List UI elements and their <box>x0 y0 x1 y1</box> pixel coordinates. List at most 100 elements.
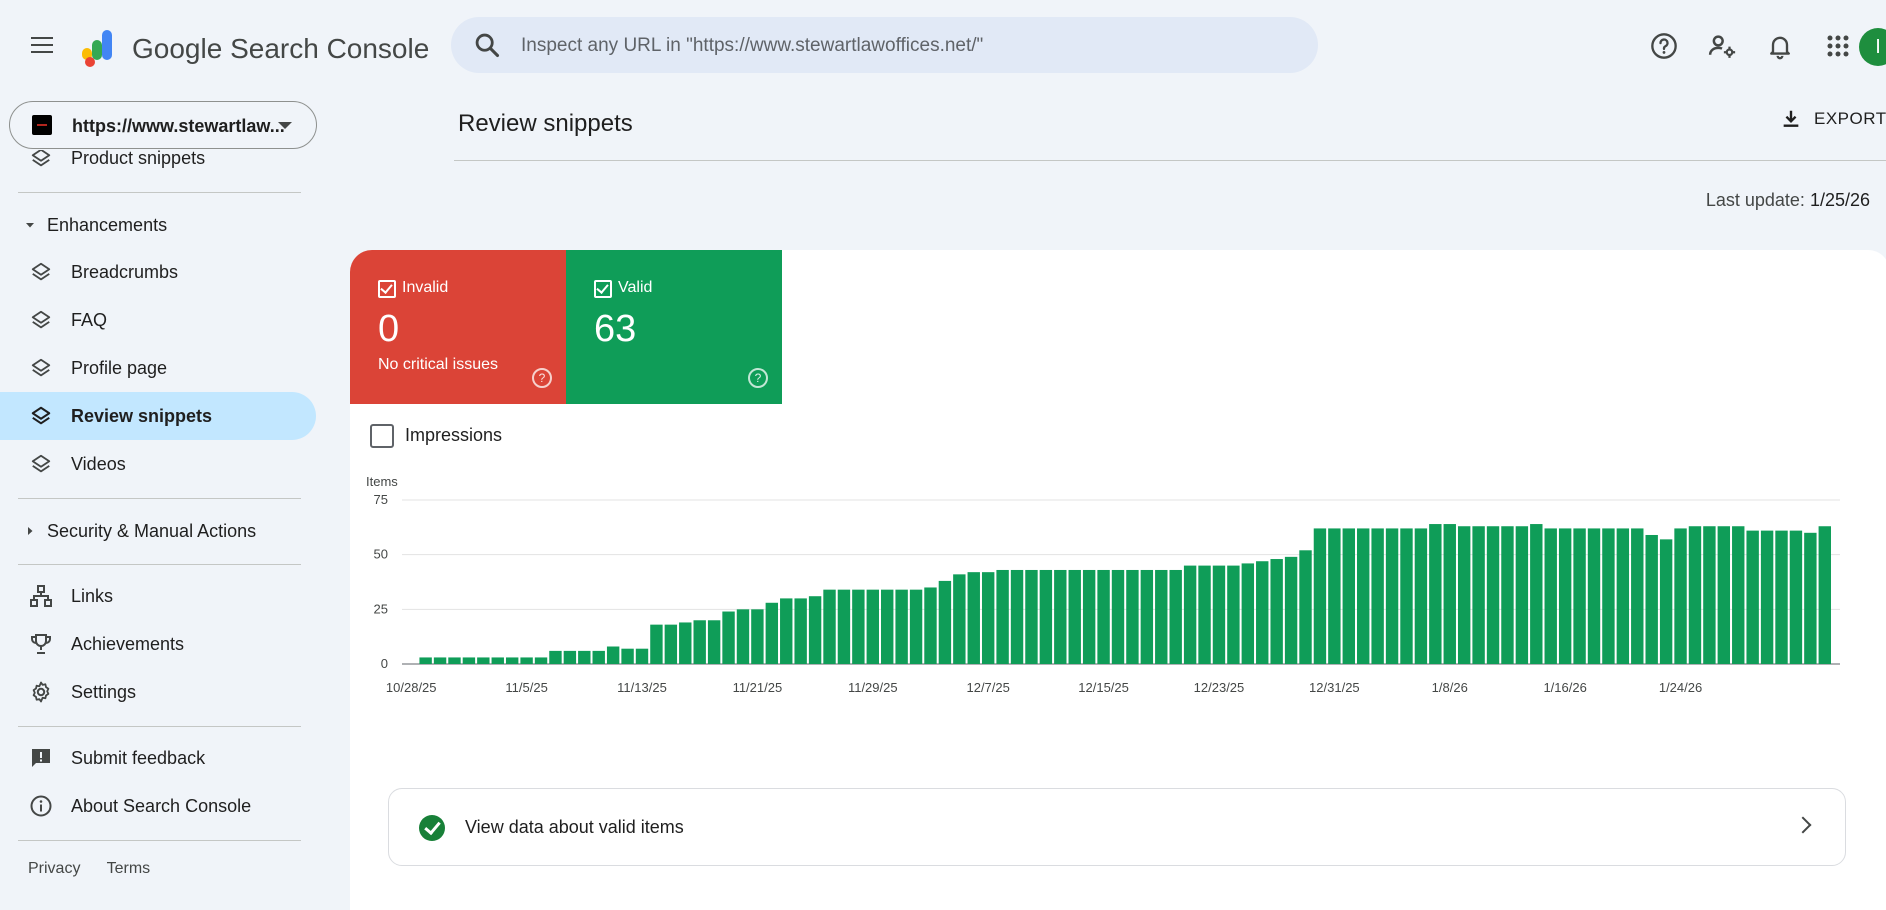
caret-down-icon <box>26 223 34 228</box>
export-button[interactable]: EXPORT <box>1780 108 1886 130</box>
x-tick-label: 12/7/25 <box>966 680 1009 695</box>
impressions-checkbox[interactable] <box>370 424 394 448</box>
valid-tile[interactable]: Valid 63 ? <box>566 250 782 404</box>
checkbox-checked-icon[interactable] <box>594 280 612 298</box>
manage-users-icon[interactable] <box>1702 26 1742 66</box>
bar <box>578 650 591 664</box>
bar <box>1789 530 1803 664</box>
bar <box>1111 569 1125 664</box>
sidebar-item-label: Links <box>71 585 114 606</box>
section-security[interactable]: Security & Manual Actions <box>0 511 316 551</box>
checkbox-checked-icon[interactable] <box>378 280 396 298</box>
sidebar-item-links[interactable]: Links <box>0 572 316 620</box>
bar <box>477 657 490 664</box>
bar <box>520 657 533 664</box>
bar <box>1746 530 1759 664</box>
sidebar: Product snippets Enhancements Breadcrumb… <box>0 150 316 896</box>
terms-link[interactable]: Terms <box>106 860 151 877</box>
x-tick-label: 11/5/25 <box>505 680 547 695</box>
layers-icon <box>28 259 54 285</box>
sidebar-item-label: Achievements <box>71 633 185 654</box>
bar <box>592 650 605 664</box>
x-tick-label: 1/24/26 <box>1659 680 1702 695</box>
bar <box>837 589 851 664</box>
sidebar-item-submit-feedback[interactable]: Submit feedback <box>0 734 316 782</box>
last-update-label: Last update: <box>1705 190 1805 210</box>
bar <box>852 589 865 664</box>
invalid-count: 0 <box>378 308 400 350</box>
bar <box>953 574 966 664</box>
sidebar-item-about[interactable]: About Search Console <box>0 782 316 830</box>
valid-label: Valid <box>618 279 653 296</box>
bar <box>996 569 1009 664</box>
bar <box>1140 569 1154 664</box>
section-enhancements[interactable]: Enhancements <box>0 205 316 245</box>
sidebar-item-label: About Search Console <box>71 795 252 816</box>
bar <box>433 657 447 664</box>
bar <box>1558 528 1572 664</box>
app-title: Google Search Console <box>132 33 430 64</box>
bar <box>563 650 577 664</box>
y-tick-label: 0 <box>381 656 388 671</box>
bar <box>1357 528 1370 664</box>
x-tick-label: 10/28/25 <box>386 680 437 695</box>
avatar[interactable]: I <box>1859 28 1886 66</box>
sidebar-item-review-snippets[interactable]: Review snippets <box>0 392 316 440</box>
bell-icon[interactable] <box>1760 26 1800 66</box>
help-icon[interactable] <box>1644 26 1684 66</box>
x-tick-label: 12/31/25 <box>1309 680 1360 695</box>
sidebar-item-label: Videos <box>71 453 126 474</box>
bar <box>1256 561 1269 664</box>
bar <box>1241 563 1255 664</box>
impressions-label: Impressions <box>405 425 503 445</box>
sidebar-item-settings[interactable]: Settings <box>0 668 316 716</box>
x-tick-label: 12/23/25 <box>1194 680 1245 695</box>
view-valid-items-row[interactable]: View data about valid items <box>388 788 1846 866</box>
x-tick-label: 1/16/26 <box>1543 680 1586 695</box>
bar <box>1486 526 1500 664</box>
bar <box>736 609 750 664</box>
help-icon[interactable]: ? <box>748 368 768 388</box>
bar <box>505 657 519 664</box>
invalid-subtext: No critical issues <box>378 356 499 373</box>
bar <box>1342 528 1355 664</box>
y-axis-label: Items <box>366 474 398 489</box>
invalid-tile[interactable]: Invalid 0 No critical issues ? <box>350 250 566 404</box>
help-icon[interactable]: ? <box>532 368 552 388</box>
bar <box>1587 528 1601 664</box>
privacy-link[interactable]: Privacy <box>28 860 81 877</box>
layers-icon <box>28 451 54 477</box>
sidebar-item-faq[interactable]: FAQ <box>0 296 316 344</box>
search-input[interactable] <box>519 29 1283 63</box>
sidebar-item-label: Product snippets <box>71 150 206 168</box>
sidebar-item-label: Breadcrumbs <box>71 261 179 282</box>
bar <box>650 624 663 664</box>
feedback-icon <box>28 745 54 771</box>
bar <box>938 580 952 664</box>
bar <box>794 598 807 664</box>
sidebar-item-videos[interactable]: Videos <box>0 440 316 488</box>
property-selector[interactable]: https://www.stewartlaw... <box>9 101 317 149</box>
bar <box>1212 565 1226 664</box>
bar <box>722 611 735 664</box>
url-inspection-search[interactable] <box>451 17 1318 73</box>
apps-icon[interactable] <box>1818 26 1858 66</box>
divider <box>18 498 301 499</box>
chevron-right-icon <box>1794 816 1812 834</box>
sidebar-item-product-snippets[interactable]: Product snippets <box>0 150 316 182</box>
gear-icon <box>28 679 54 705</box>
chevron-down-icon <box>278 122 292 129</box>
bar <box>707 620 721 664</box>
bar <box>1760 530 1774 664</box>
bar <box>1328 528 1341 664</box>
divider <box>18 192 301 193</box>
invalid-label: Invalid <box>402 279 449 296</box>
bar <box>606 646 620 664</box>
sidebar-item-profile-page[interactable]: Profile page <box>0 344 316 392</box>
y-tick-label: 75 <box>374 492 388 507</box>
hamburger-icon[interactable] <box>24 30 60 60</box>
bar <box>924 587 937 664</box>
search-icon <box>475 33 500 58</box>
sidebar-item-breadcrumbs[interactable]: Breadcrumbs <box>0 248 316 296</box>
sidebar-item-achievements[interactable]: Achievements <box>0 620 316 668</box>
